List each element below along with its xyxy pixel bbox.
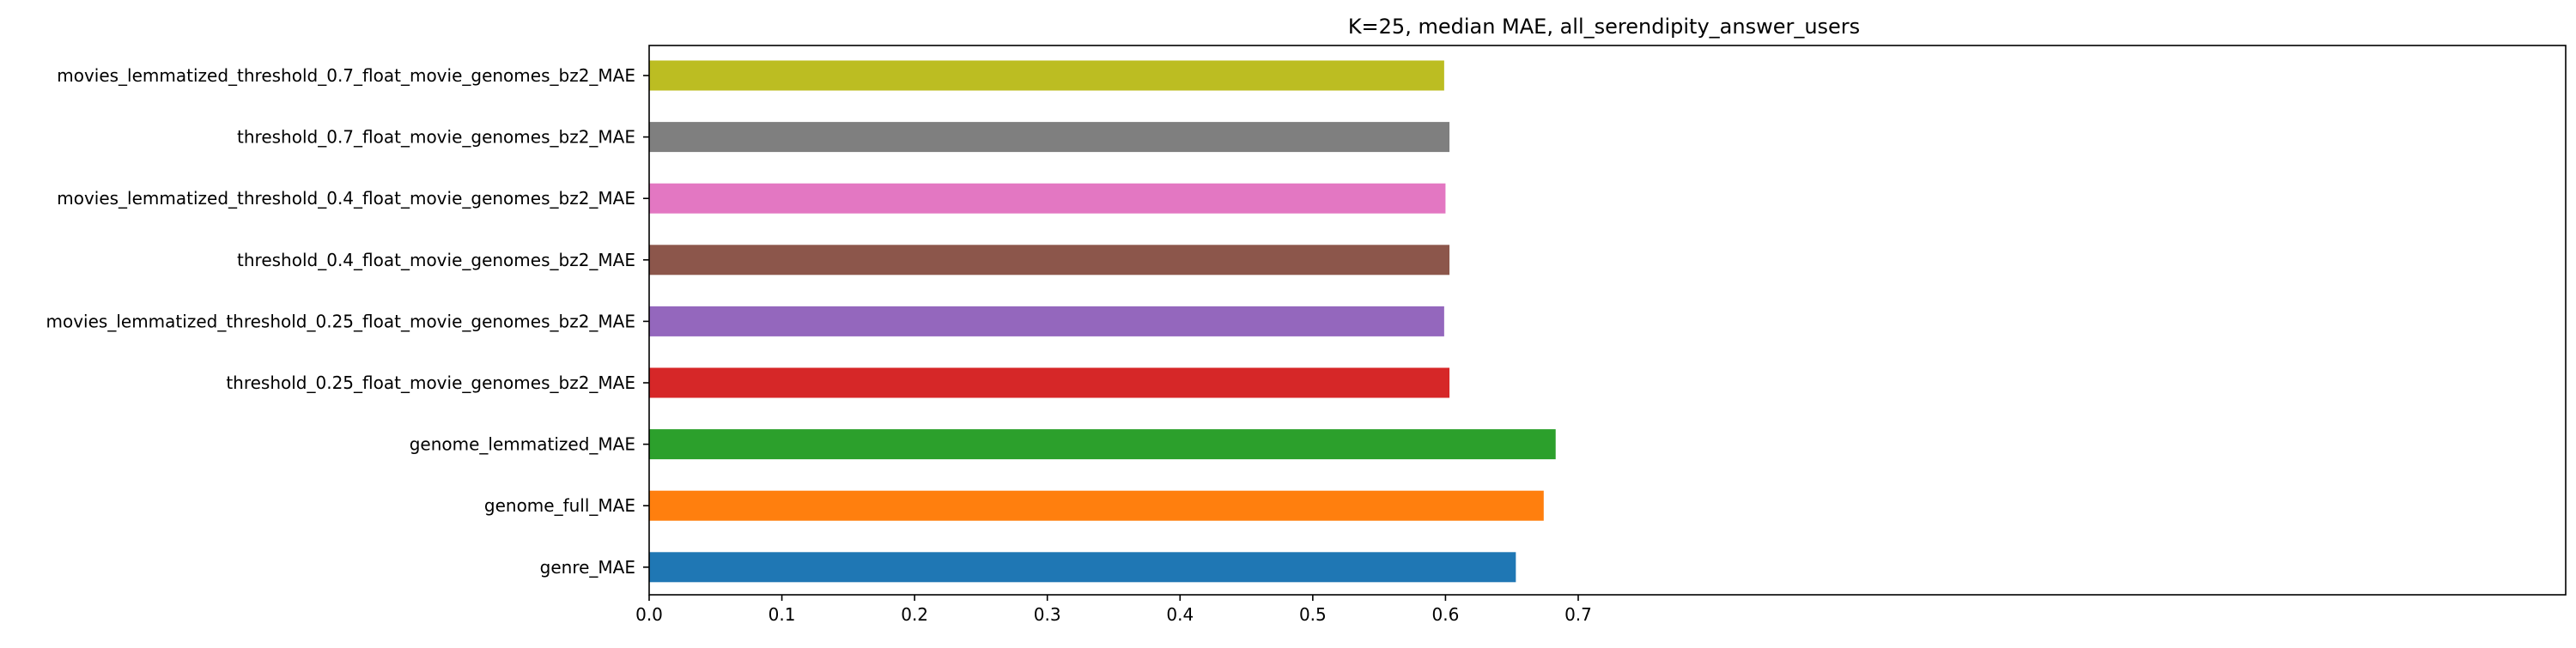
- bar: [649, 306, 1444, 336]
- y-tick-label: movies_lemmatized_threshold_0.7_float_mo…: [57, 65, 635, 86]
- bar: [649, 245, 1450, 276]
- y-tick-label: genre_MAE: [540, 557, 635, 578]
- x-tick-label: 0.5: [1299, 604, 1327, 625]
- y-tick-label: threshold_0.7_float_movie_genomes_bz2_MA…: [237, 127, 635, 148]
- x-tick-label: 0.2: [901, 604, 928, 625]
- bar: [649, 490, 1544, 521]
- plot-frame: [648, 45, 2567, 596]
- x-tick-label: 0.6: [1432, 604, 1460, 625]
- x-tick-label: 0.1: [769, 604, 796, 625]
- x-tick-label: 0.7: [1564, 604, 1592, 625]
- bar: [649, 429, 1556, 460]
- chart-title: K=25, median MAE, all_serendipity_answer…: [1348, 15, 1860, 39]
- y-tick-label: movies_lemmatized_threshold_0.4_float_mo…: [57, 188, 635, 209]
- x-axis: 0.0 0.1 0.2 0.3 0.4 0.5 0.6 0.7: [635, 595, 1592, 625]
- x-tick-label: 0.3: [1034, 604, 1061, 625]
- bar: [649, 122, 1450, 153]
- bar: [649, 60, 1444, 91]
- y-tick-label: genome_full_MAE: [484, 495, 635, 516]
- y-axis: movies_lemmatized_threshold_0.7_float_mo…: [46, 65, 649, 578]
- bar: [649, 552, 1516, 583]
- x-tick-label: 0.0: [635, 604, 663, 625]
- y-tick-label: movies_lemmatized_threshold_0.25_float_m…: [46, 311, 636, 331]
- y-tick-label: threshold_0.4_float_movie_genomes_bz2_MA…: [237, 250, 635, 270]
- y-tick-label: genome_lemmatized_MAE: [410, 434, 635, 455]
- bar: [649, 183, 1446, 214]
- bar: [649, 367, 1450, 398]
- bars-layer: [649, 60, 1556, 583]
- x-tick-label: 0.4: [1166, 604, 1194, 625]
- y-tick-label: threshold_0.25_float_movie_genomes_bz2_M…: [226, 372, 635, 393]
